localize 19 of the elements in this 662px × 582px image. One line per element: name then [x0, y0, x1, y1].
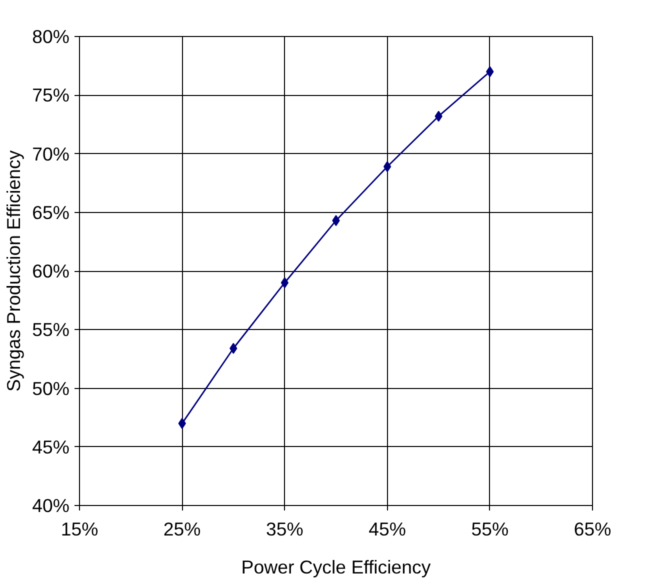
y-tick-label: 45%	[32, 436, 70, 458]
y-tick-label: 40%	[32, 495, 70, 516]
y-tick-label: 50%	[32, 378, 70, 399]
y-tick-label: 60%	[32, 260, 70, 282]
x-tick-label: 45%	[368, 518, 406, 540]
y-tick-label: 55%	[32, 319, 70, 340]
x-tick-label: 65%	[574, 518, 612, 540]
x-axis-title: Power Cycle Efficiency	[241, 556, 432, 578]
x-tick-label: 25%	[163, 518, 201, 540]
y-tick-label: 75%	[32, 84, 70, 106]
x-tick-label: 55%	[471, 518, 509, 540]
y-tick-label: 65%	[32, 202, 70, 223]
y-axis-title: Syngas Production Efficiency	[3, 150, 24, 392]
x-tick-label: 35%	[266, 518, 304, 540]
x-tick-label: 15%	[60, 518, 98, 540]
point	[280, 277, 289, 288]
point	[383, 161, 392, 172]
y-tick-label: 70%	[32, 143, 70, 164]
y-tick-label: 80%	[32, 26, 70, 47]
